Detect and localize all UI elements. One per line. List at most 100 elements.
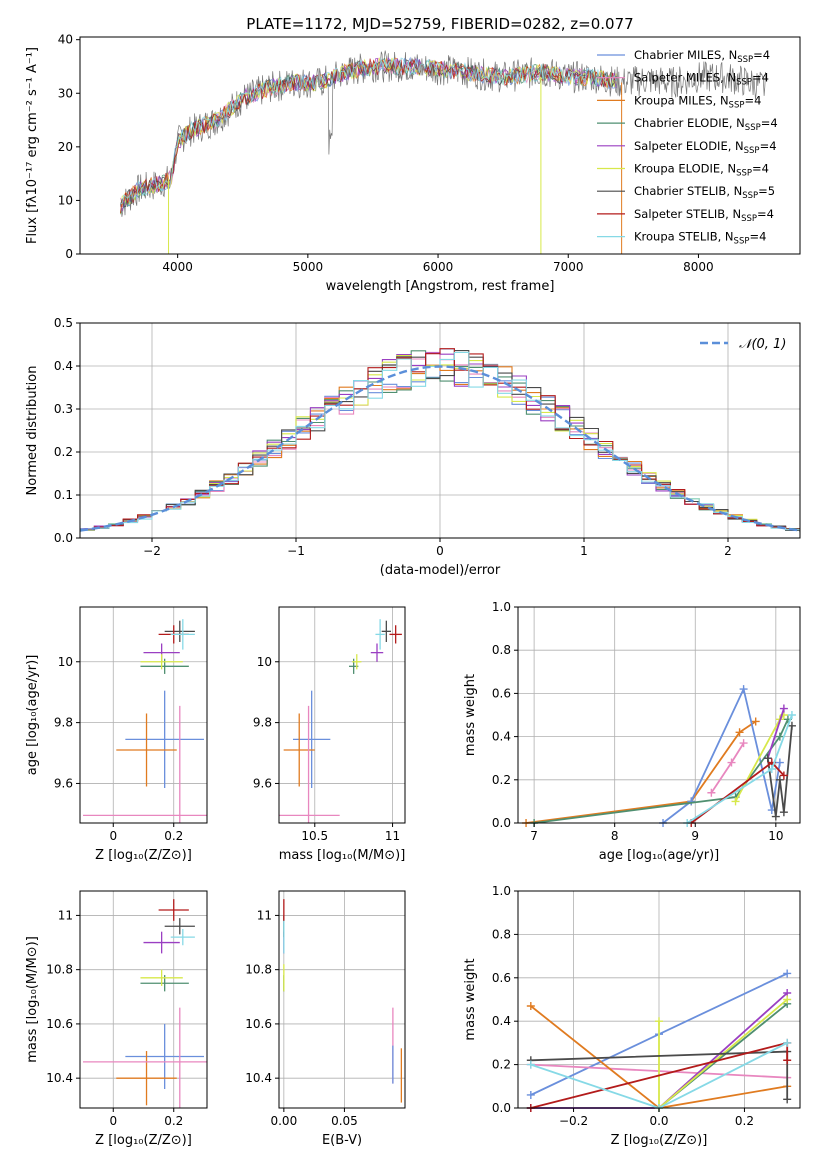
x-tick-label: 0.05 xyxy=(331,1114,358,1128)
weight_vs_Z-panel: −0.2 0.0 0.2 0.0 0.2 0.4 0.6 0.8 1.0 Z [log₁₀(Z/Z… xyxy=(463,884,801,1148)
x-tick-label: 4000 xyxy=(162,260,193,274)
legend-label: 𝒩(0, 1) xyxy=(739,337,786,352)
y-tick-label: 0.0 xyxy=(54,531,73,545)
y-tick-label: 9.6 xyxy=(253,776,272,790)
y-tick-label: 30 xyxy=(58,86,73,100)
weight-marker xyxy=(783,1038,792,1047)
x-tick-label: 0.0 xyxy=(649,1114,668,1128)
y-tick-label: 0.6 xyxy=(492,686,511,700)
weight-marker xyxy=(779,704,788,713)
x-tick-label: 5000 xyxy=(293,260,324,274)
x-axis-label: E(B-V) xyxy=(322,1133,362,1148)
figure-title: PLATE=1172, MJD=52759, FIBERID=0282, z=0… xyxy=(246,15,633,33)
x-tick-label: 7000 xyxy=(553,260,584,274)
x-tick-label: 10.5 xyxy=(301,829,328,843)
y-axis-label: age [log₁₀(age/yr)] xyxy=(25,655,40,776)
legend-sub: SSP xyxy=(736,78,752,88)
x-axis-label: age [log₁₀(age/yr)] xyxy=(599,848,720,863)
legend-text: Chabrier STELIB, N xyxy=(634,184,742,198)
weight-lines xyxy=(522,685,796,827)
y-tick-label: 11 xyxy=(257,908,272,922)
error-bars xyxy=(83,899,207,1108)
y-tick-label: 0.2 xyxy=(492,773,511,787)
mass_vs_ebv-panel: 0.00 0.05 10.4 10.6 10.8 11 E(B-V) xyxy=(245,890,406,1148)
x-tick-label: 1 xyxy=(580,544,588,558)
y-axis-label: mass weight xyxy=(463,958,478,1040)
axes-frame xyxy=(79,606,208,824)
y-tick-label: 0.1 xyxy=(54,488,73,502)
y-axis-label: Flux [fλ10⁻¹⁷ erg cm⁻² s⁻¹ A⁻¹] xyxy=(25,47,40,244)
weight-marker xyxy=(783,1056,792,1065)
weight-marker xyxy=(655,1017,663,1026)
legend-text: Salpeter MILES, N xyxy=(634,71,736,85)
x-tick-label: 6000 xyxy=(423,260,454,274)
weight-series xyxy=(533,718,789,824)
legend-tail: =4 xyxy=(752,71,769,85)
legend-label: Chabrier ELODIE, NSSP=4 xyxy=(634,116,778,133)
legend-tail: =4 xyxy=(761,116,778,130)
y-tick-label: 0.0 xyxy=(492,1101,511,1115)
legend-text: Chabrier MILES, N xyxy=(634,48,737,62)
error-bars xyxy=(283,899,403,1103)
legend-tail: =5 xyxy=(758,184,775,198)
weight-marker xyxy=(783,969,792,978)
x-tick-label: 0.00 xyxy=(270,1114,297,1128)
y-tick-label: 10.4 xyxy=(245,1071,272,1085)
axes-frame xyxy=(278,606,406,824)
legend-text: Kroupa MILES, N xyxy=(634,93,729,107)
x-tick-label: 2 xyxy=(724,544,732,558)
weight-marker xyxy=(783,995,792,1004)
y-tick-label: 0 xyxy=(65,247,73,261)
legend-sub: SSP xyxy=(745,123,761,133)
hist-steps xyxy=(80,348,800,533)
weight-marker xyxy=(787,711,796,719)
x-tick-label: 0.2 xyxy=(164,829,183,843)
y-tick-label: 10.6 xyxy=(245,1017,272,1031)
x-tick-label: −1 xyxy=(287,544,305,558)
weight-marker xyxy=(775,732,784,741)
y-tick-label: 0.8 xyxy=(492,927,511,941)
legend-text: Salpeter ELODIE, N xyxy=(634,139,744,153)
y-tick-label: 1.0 xyxy=(492,600,511,614)
axes-frame xyxy=(79,36,801,255)
y-tick-label: 10 xyxy=(58,193,73,207)
y-axis-label: Normed distribution xyxy=(25,366,40,496)
model-spectrum xyxy=(120,57,617,215)
axes-frame xyxy=(278,890,406,1109)
x-axis-label: wavelength [Angstrom, rest frame] xyxy=(326,279,555,294)
legend-text: Salpeter STELIB, N xyxy=(634,207,741,221)
x-tick-label: 9 xyxy=(691,829,699,843)
x-axis-label: Z [log₁₀(Z/Z⊙)] xyxy=(95,1133,192,1148)
weight-marker xyxy=(751,717,760,726)
weight_vs_age-panel: 7 8 9 10 0.0 0.2 0.4 0.6 0.8 1.0 age [log₁₀(age/yr… xyxy=(463,600,801,863)
y-tick-label: 0.0 xyxy=(492,816,511,830)
legend-tail: =4 xyxy=(752,162,769,176)
legend-tail: =4 xyxy=(760,139,777,153)
weight-series xyxy=(766,708,785,759)
weight-marker xyxy=(775,775,784,784)
legend-sub: SSP xyxy=(741,214,757,224)
legend-label: Kroupa STELIB, NSSP=4 xyxy=(634,230,766,247)
mass_vs_Z-panel: 0 0.2 10.4 10.6 10.8 11 Z [log₁₀(Z/Z⊙)] mass [l… xyxy=(25,890,208,1148)
weight-marker xyxy=(739,685,748,694)
x-axis-label: Z [log₁₀(Z/Z⊙)] xyxy=(611,1133,708,1148)
legend-sub: SSP xyxy=(734,237,750,247)
weight-marker xyxy=(767,765,776,773)
y-tick-label: 10.8 xyxy=(245,963,272,977)
x-axis-label: (data-model)/error xyxy=(380,563,501,578)
weight-marker xyxy=(687,797,696,806)
legend-tail: =4 xyxy=(757,207,774,221)
x-tick-label: 8000 xyxy=(683,260,714,274)
y-tick-label: 20 xyxy=(58,140,73,154)
y-axis-label: mass [log₁₀(M/M⊙)] xyxy=(25,936,40,1063)
x-axis-label: Z [log₁₀(Z/Z⊙)] xyxy=(95,848,192,863)
legend-sub: SSP xyxy=(742,191,758,201)
weight-marker xyxy=(787,721,796,730)
y-tick-label: 0.3 xyxy=(54,402,73,416)
weight-series xyxy=(525,720,757,824)
weight-marker xyxy=(707,788,716,797)
residual-histogram: −2 −1 0 1 2 0.0 0.1 0.2 0.3 0.4 0.5 (data-model)/er… xyxy=(25,316,801,578)
y-tick-label: 0.8 xyxy=(492,643,511,657)
weight-marker xyxy=(526,1090,535,1099)
